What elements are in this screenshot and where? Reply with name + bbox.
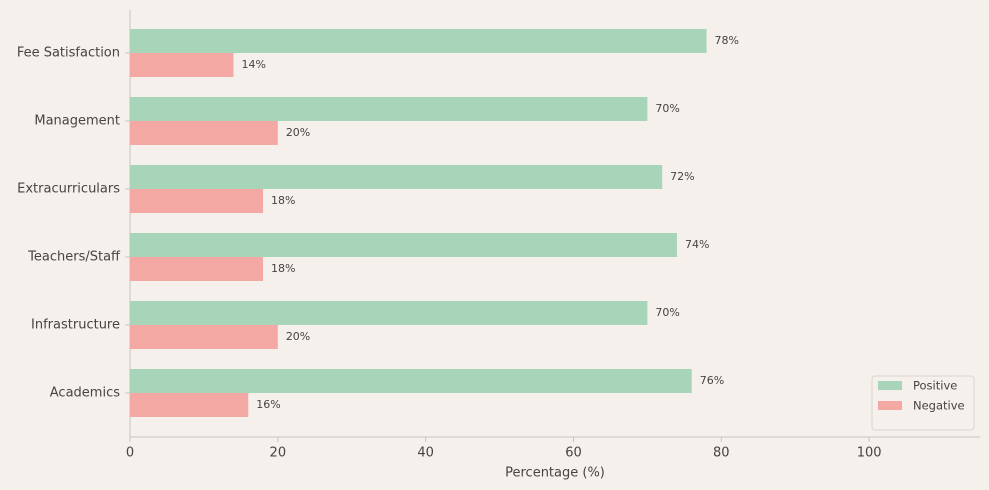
bar	[130, 29, 707, 53]
bar	[130, 53, 234, 77]
bar	[130, 189, 264, 213]
y-tick-label: Management	[34, 114, 120, 129]
y-tick-label: Teachers/Staff	[27, 250, 121, 265]
value-label: 20%	[286, 330, 310, 343]
bar	[130, 369, 692, 393]
value-label: 78%	[715, 34, 739, 47]
value-label: 20%	[286, 126, 310, 139]
value-label: 16%	[256, 398, 280, 411]
legend-label: Positive	[913, 379, 957, 393]
value-label: 18%	[271, 194, 295, 207]
value-label: 76%	[700, 374, 724, 387]
value-label: 72%	[670, 170, 694, 183]
x-tick-label: 60	[565, 446, 582, 461]
legend-swatch	[878, 381, 902, 390]
y-tick-label: Academics	[50, 386, 120, 401]
bar	[130, 325, 278, 349]
x-tick-label: 40	[417, 446, 434, 461]
x-tick-label: 0	[126, 446, 134, 461]
x-tick-label: 80	[713, 446, 730, 461]
value-label: 70%	[655, 102, 679, 115]
bar	[130, 165, 663, 189]
y-tick-label: Extracurriculars	[17, 182, 120, 197]
value-label: 14%	[241, 58, 265, 71]
bar	[130, 233, 677, 257]
x-axis-label: Percentage (%)	[505, 466, 605, 481]
y-tick-label: Infrastructure	[31, 318, 120, 333]
value-label: 18%	[271, 262, 295, 275]
bar	[130, 97, 648, 121]
legend-swatch	[878, 401, 902, 410]
bar	[130, 301, 648, 325]
y-tick-label: Fee Satisfaction	[17, 46, 120, 61]
bar	[130, 257, 264, 281]
bar	[130, 121, 278, 145]
x-tick-label: 100	[857, 446, 882, 461]
value-label: 74%	[685, 238, 709, 251]
bar	[130, 393, 249, 417]
legend-label: Negative	[913, 399, 965, 413]
x-tick-label: 20	[270, 446, 287, 461]
value-label: 70%	[655, 306, 679, 319]
